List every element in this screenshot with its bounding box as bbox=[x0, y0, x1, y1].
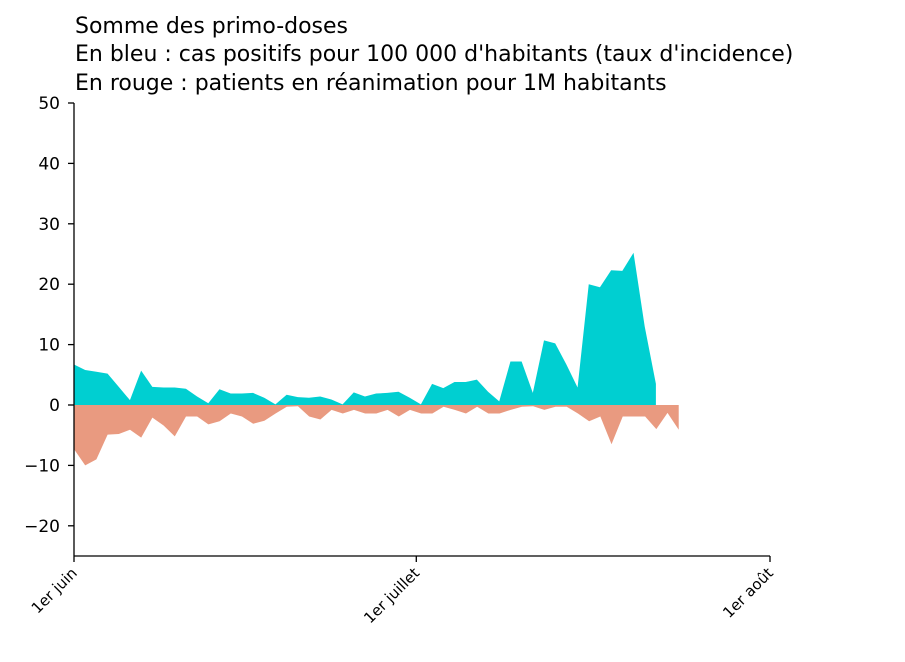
y-tick-label: 30 bbox=[38, 215, 60, 235]
series-area-cases bbox=[74, 252, 656, 405]
y-tick-label: 50 bbox=[38, 94, 60, 114]
y-tick-label: 0 bbox=[49, 396, 60, 416]
plot-areas bbox=[74, 252, 679, 466]
series-area-icu bbox=[74, 405, 679, 466]
x-tick-label: 1er août bbox=[719, 564, 777, 622]
y-tick-label: −20 bbox=[24, 517, 60, 537]
y-tick-label: 20 bbox=[38, 275, 60, 295]
chart-title-line-3: En rouge : patients en réanimation pour … bbox=[75, 71, 667, 96]
chart-title-block: Somme des primo-doses En bleu : cas posi… bbox=[75, 14, 793, 96]
y-tick-label: 40 bbox=[38, 154, 60, 174]
chart-axes: −20 −10 0 10 20 30 40 50 1er juin 1er juillet 1er … bbox=[24, 94, 777, 627]
y-tick-label: −10 bbox=[24, 456, 60, 476]
x-tick-label: 1er juillet bbox=[360, 564, 423, 627]
y-tick-label: 10 bbox=[38, 336, 60, 356]
chart-title-line-1: Somme des primo-doses bbox=[75, 14, 348, 39]
chart-title-line-2: En bleu : cas positifs pour 100 000 d'ha… bbox=[75, 42, 793, 67]
x-tick-label: 1er juin bbox=[28, 564, 81, 617]
